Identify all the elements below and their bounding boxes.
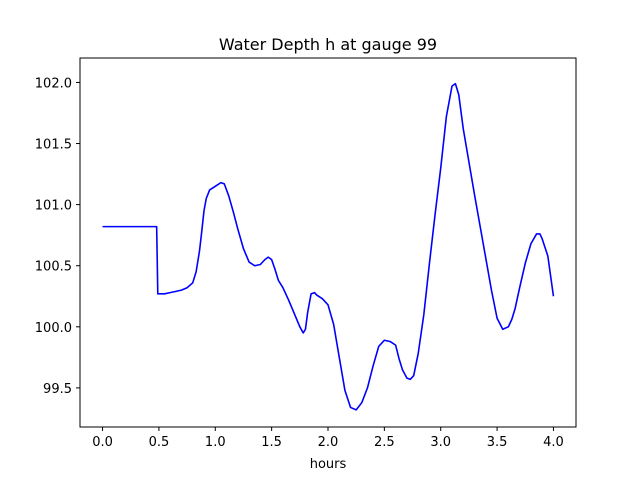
x-axis: 0.0 0.5 1.0 1.5 2.0 2.5 3.0 3.5 4.0 — [92, 427, 564, 450]
x-tick-label: 3.5 — [487, 435, 508, 450]
y-tick-label: 100.0 — [35, 321, 72, 336]
x-tick-label: 0.0 — [92, 435, 113, 450]
y-axis: 99.5 100.0 100.5 101.0 101.5 102.0 — [35, 76, 80, 397]
x-tick-label: 1.5 — [261, 435, 282, 450]
y-tick-label: 99.5 — [43, 382, 72, 397]
plot-area — [79, 57, 577, 428]
series-line-0 — [102, 82, 555, 411]
x-axis-label: hours — [310, 457, 347, 472]
y-tick-label: 101.0 — [35, 199, 72, 214]
y-tick-label: 100.5 — [35, 260, 72, 275]
y-tick-label: 102.0 — [35, 76, 72, 91]
x-tick-label: 4.0 — [543, 435, 564, 450]
x-tick-label: 2.5 — [374, 435, 395, 450]
plot-frame — [79, 57, 577, 428]
x-tick-label: 1.0 — [205, 435, 226, 450]
y-tick-label: 101.5 — [35, 138, 72, 153]
x-tick-label: 2.0 — [318, 435, 339, 450]
x-tick-label: 3.0 — [430, 435, 451, 450]
x-tick-label: 0.5 — [149, 435, 170, 450]
chart-title: Water Depth h at gauge 99 — [219, 35, 437, 54]
